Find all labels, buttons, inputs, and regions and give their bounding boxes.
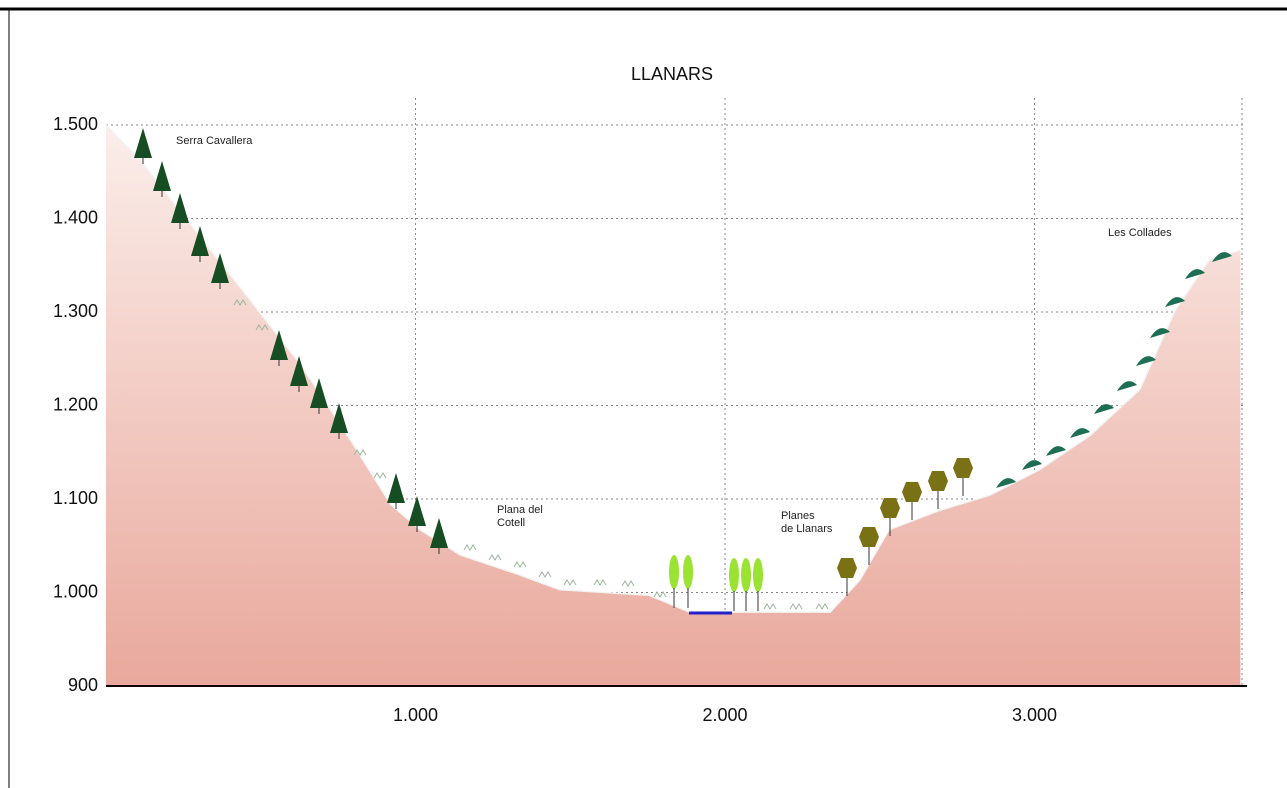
oak-icon bbox=[928, 471, 948, 491]
poplar-icon bbox=[741, 558, 751, 592]
grass-icon bbox=[621, 580, 635, 587]
poplar-icon bbox=[753, 558, 763, 592]
grass-icon bbox=[488, 554, 502, 561]
y-tick-label: 900 bbox=[68, 675, 98, 695]
shrub-icon bbox=[1070, 428, 1090, 438]
oak-icon bbox=[953, 458, 973, 478]
grass-icon bbox=[373, 472, 387, 479]
y-tick-label: 1.000 bbox=[53, 581, 98, 601]
conifer-icon bbox=[134, 128, 152, 158]
grass-icon bbox=[653, 591, 667, 598]
grass-icon bbox=[255, 324, 269, 331]
conifer-icon bbox=[387, 473, 405, 503]
x-tick-label: 1.000 bbox=[393, 705, 438, 725]
conifer-icon bbox=[430, 518, 448, 548]
oak-icon bbox=[880, 498, 900, 518]
grass-icon bbox=[353, 449, 367, 456]
conifer-icon bbox=[211, 253, 229, 283]
grass-icon bbox=[233, 299, 247, 306]
shrub-icon bbox=[1136, 356, 1156, 366]
grass-icon bbox=[593, 579, 607, 586]
annotation: Les Collades bbox=[1108, 227, 1172, 239]
y-tick-label: 1.300 bbox=[53, 301, 98, 321]
annotation: Cotell bbox=[497, 517, 525, 529]
conifer-icon bbox=[330, 403, 348, 433]
grass-icon bbox=[815, 603, 829, 610]
conifer-icon bbox=[153, 161, 171, 191]
shrub-icon bbox=[1022, 460, 1042, 470]
y-tick-label: 1.400 bbox=[53, 207, 98, 227]
annotation: Planes bbox=[781, 510, 815, 522]
grass-icon bbox=[538, 571, 552, 578]
annotation: Serra Cavallera bbox=[176, 135, 253, 147]
x-tick-label: 3.000 bbox=[1012, 705, 1057, 725]
annotation: Plana del bbox=[497, 504, 543, 516]
y-tick-label: 1.200 bbox=[53, 394, 98, 414]
shrub-icon bbox=[1165, 297, 1185, 307]
conifer-icon bbox=[171, 193, 189, 223]
shrub-icon bbox=[1117, 381, 1137, 391]
oak-icon bbox=[902, 482, 922, 502]
y-tick-label: 1.500 bbox=[53, 114, 98, 134]
shrub-icon bbox=[1150, 328, 1170, 338]
poplar-icon bbox=[683, 555, 693, 589]
conifer-icon bbox=[408, 496, 426, 526]
grass-icon bbox=[563, 579, 577, 586]
grass-icon bbox=[763, 603, 777, 610]
shrub-icon bbox=[1094, 404, 1114, 414]
shrub-icon bbox=[1046, 446, 1066, 456]
grass-icon bbox=[789, 603, 803, 610]
conifer-icon bbox=[191, 226, 209, 256]
conifer-icon bbox=[270, 330, 288, 360]
oak-icon bbox=[837, 558, 857, 578]
conifer-icon bbox=[310, 378, 328, 408]
annotation: de Llanars bbox=[781, 523, 833, 535]
chart-title: LLANARS bbox=[631, 64, 713, 84]
shrub-icon bbox=[1185, 269, 1205, 279]
shrub-icon bbox=[1212, 252, 1232, 262]
grass-icon bbox=[463, 544, 477, 551]
terrain-area bbox=[106, 125, 1241, 686]
shrub-icon bbox=[996, 478, 1016, 488]
conifer-icon bbox=[290, 356, 308, 386]
x-tick-label: 2.000 bbox=[702, 705, 747, 725]
grass-icon bbox=[513, 561, 527, 568]
poplar-icon bbox=[669, 555, 679, 589]
y-tick-label: 1.100 bbox=[53, 488, 98, 508]
oak-icon bbox=[859, 527, 879, 547]
poplar-icon bbox=[729, 558, 739, 592]
